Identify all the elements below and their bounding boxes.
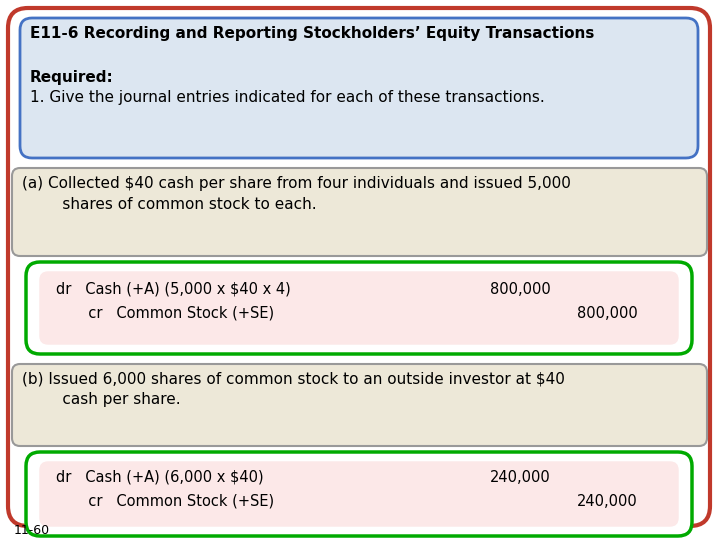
Text: E11-6 Recording and Reporting Stockholders’ Equity Transactions: E11-6 Recording and Reporting Stockholde…: [30, 26, 595, 41]
FancyBboxPatch shape: [26, 262, 692, 354]
Text: 800,000: 800,000: [577, 306, 638, 321]
Text: 240,000: 240,000: [490, 470, 551, 485]
FancyBboxPatch shape: [12, 168, 707, 256]
Text: 11-60: 11-60: [14, 524, 50, 537]
Text: dr   Cash (+A) (6,000 x $40): dr Cash (+A) (6,000 x $40): [56, 470, 264, 485]
FancyBboxPatch shape: [40, 462, 678, 526]
Text: dr   Cash (+A) (5,000 x $40 x 4): dr Cash (+A) (5,000 x $40 x 4): [56, 282, 291, 297]
FancyBboxPatch shape: [8, 8, 710, 526]
Text: cr   Common Stock (+SE): cr Common Stock (+SE): [56, 494, 274, 509]
FancyBboxPatch shape: [26, 452, 692, 536]
FancyBboxPatch shape: [40, 272, 678, 344]
Text: cr   Common Stock (+SE): cr Common Stock (+SE): [56, 306, 274, 321]
Text: (a) Collected $40 cash per share from four individuals and issued 5,000: (a) Collected $40 cash per share from fo…: [22, 176, 571, 191]
Text: Required:: Required:: [30, 70, 114, 85]
Text: 1. Give the journal entries indicated for each of these transactions.: 1. Give the journal entries indicated fo…: [30, 90, 545, 105]
Text: (b) Issued 6,000 shares of common stock to an outside investor at $40: (b) Issued 6,000 shares of common stock …: [22, 372, 565, 387]
Text: cash per share.: cash per share.: [38, 392, 181, 407]
Text: shares of common stock to each.: shares of common stock to each.: [38, 197, 317, 212]
Text: 800,000: 800,000: [490, 282, 551, 297]
FancyBboxPatch shape: [20, 18, 698, 158]
FancyBboxPatch shape: [12, 364, 707, 446]
Text: 240,000: 240,000: [577, 494, 638, 509]
